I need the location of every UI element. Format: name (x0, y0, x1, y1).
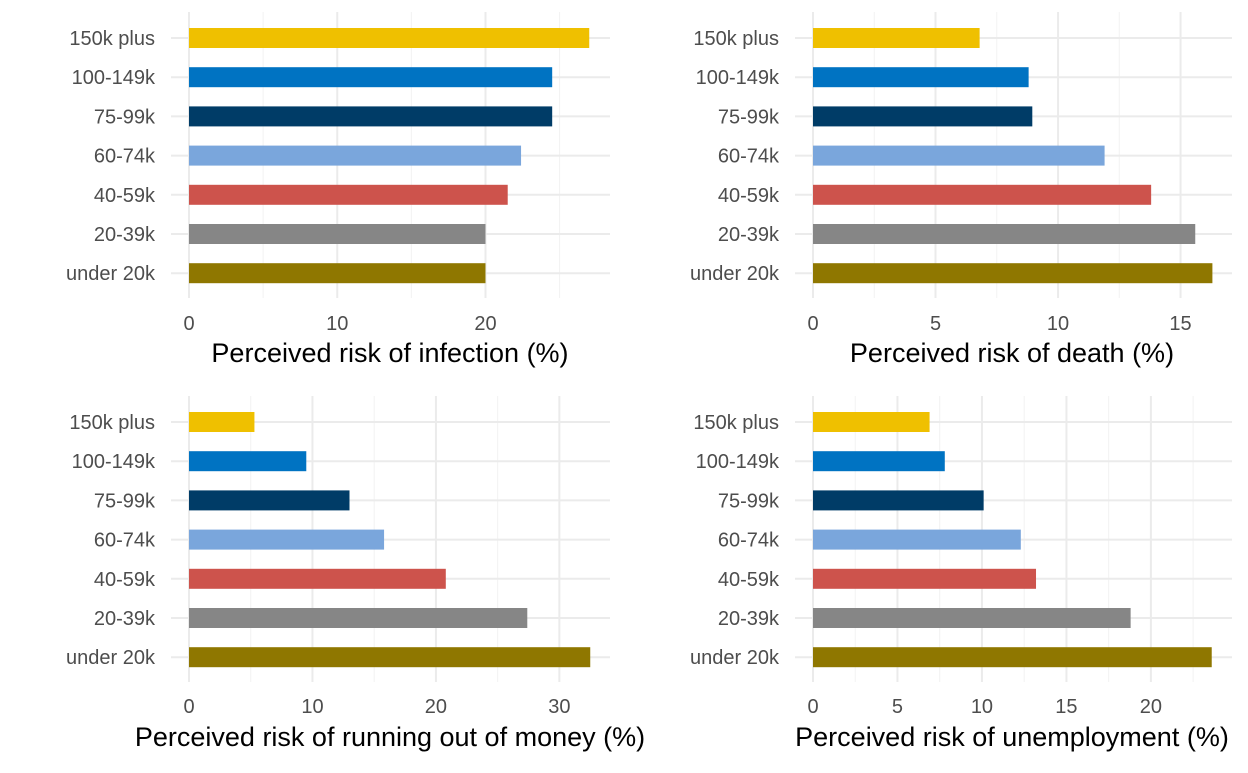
x-tick-label: 0 (183, 313, 194, 335)
category-label: 75-99k (94, 106, 156, 128)
category-label: 40-59k (718, 185, 780, 207)
category-label: 150k plus (693, 28, 779, 50)
x-tick-label: 15 (1169, 313, 1191, 335)
x-tick-label: 20 (1140, 696, 1162, 718)
bar-under-20k (813, 647, 1212, 668)
bar-150k-plus (813, 28, 980, 48)
category-label: 75-99k (718, 106, 780, 128)
bar-under-20k (189, 263, 486, 284)
panel-1: 150k plus 100-149k 75-99k 60-74k 40-59k 20-39… (66, 12, 610, 368)
bar-40-59k (813, 184, 1152, 205)
bar-20-39k (189, 224, 486, 244)
category-label: 100-149k (696, 67, 780, 89)
bar-150k-plus (813, 412, 930, 432)
category-label: 75-99k (94, 490, 156, 512)
x-axis-title: Perceived risk of unemployment (%) (795, 722, 1229, 752)
x-tick-label: 10 (971, 696, 993, 718)
category-label: 100-149k (72, 451, 156, 473)
bar-75-99k (189, 106, 553, 127)
bar-100-149k (189, 451, 307, 472)
bar-40-59k (813, 568, 1037, 589)
category-label: 40-59k (94, 185, 156, 207)
bar-60-74k (813, 529, 1021, 550)
bar-20-39k (813, 224, 1196, 244)
bar-150k-plus (189, 28, 590, 48)
category-label: 20-39k (94, 608, 156, 630)
bar-20-39k (813, 608, 1131, 628)
x-tick-label: 0 (807, 313, 818, 335)
category-label: 100-149k (696, 451, 780, 473)
x-tick-label: 10 (301, 696, 323, 718)
x-axis-title: Perceived risk of death (%) (850, 338, 1174, 368)
category-label: 150k plus (69, 28, 155, 50)
category-label: 20-39k (94, 224, 156, 246)
bar-under-20k (813, 263, 1213, 284)
category-label: 150k plus (693, 412, 779, 434)
bar-100-149k (189, 67, 553, 88)
category-label: 60-74k (718, 530, 780, 552)
panel-4: 150k plus 100-149k 75-99k 60-74k 40-59k 20-39… (690, 396, 1232, 752)
category-label: 60-74k (94, 146, 156, 168)
category-label: 40-59k (94, 569, 156, 591)
category-label: 20-39k (718, 608, 780, 630)
x-axis-title: Perceived risk of running out of money (… (135, 722, 645, 752)
x-tick-label: 5 (892, 696, 903, 718)
x-tick-label: 0 (807, 696, 818, 718)
bar-150k-plus (189, 412, 255, 432)
x-tick-label: 20 (474, 313, 496, 335)
bar-60-74k (813, 145, 1105, 166)
category-label: 150k plus (69, 412, 155, 434)
bar-75-99k (189, 490, 350, 511)
category-label: under 20k (690, 263, 780, 285)
category-label: 100-149k (72, 67, 156, 89)
bar-60-74k (189, 145, 522, 166)
x-tick-label: 10 (1047, 313, 1069, 335)
bar-60-74k (189, 529, 385, 550)
x-tick-label: 15 (1055, 696, 1077, 718)
x-tick-label: 5 (930, 313, 941, 335)
bar-40-59k (189, 184, 508, 205)
category-label: under 20k (66, 263, 156, 285)
x-tick-label: 30 (548, 696, 570, 718)
category-label: 20-39k (718, 224, 780, 246)
bar-100-149k (813, 451, 945, 472)
category-label: under 20k (690, 647, 780, 669)
bar-40-59k (189, 568, 446, 589)
panel-2: 150k plus 100-149k 75-99k 60-74k 40-59k 20-39… (690, 12, 1232, 368)
x-tick-label: 20 (425, 696, 447, 718)
category-label: 75-99k (718, 490, 780, 512)
category-label: 60-74k (718, 146, 780, 168)
category-label: 40-59k (718, 569, 780, 591)
x-tick-label: 10 (326, 313, 348, 335)
bar-20-39k (189, 608, 528, 628)
bar-under-20k (189, 647, 591, 668)
bar-75-99k (813, 490, 984, 511)
category-label: 60-74k (94, 530, 156, 552)
x-axis-title: Perceived risk of infection (%) (211, 338, 568, 368)
category-label: under 20k (66, 647, 156, 669)
bar-75-99k (813, 106, 1033, 127)
panel-3: 150k plus 100-149k 75-99k 60-74k 40-59k 20-39… (66, 396, 645, 752)
bar-100-149k (813, 67, 1029, 88)
x-tick-label: 0 (183, 696, 194, 718)
